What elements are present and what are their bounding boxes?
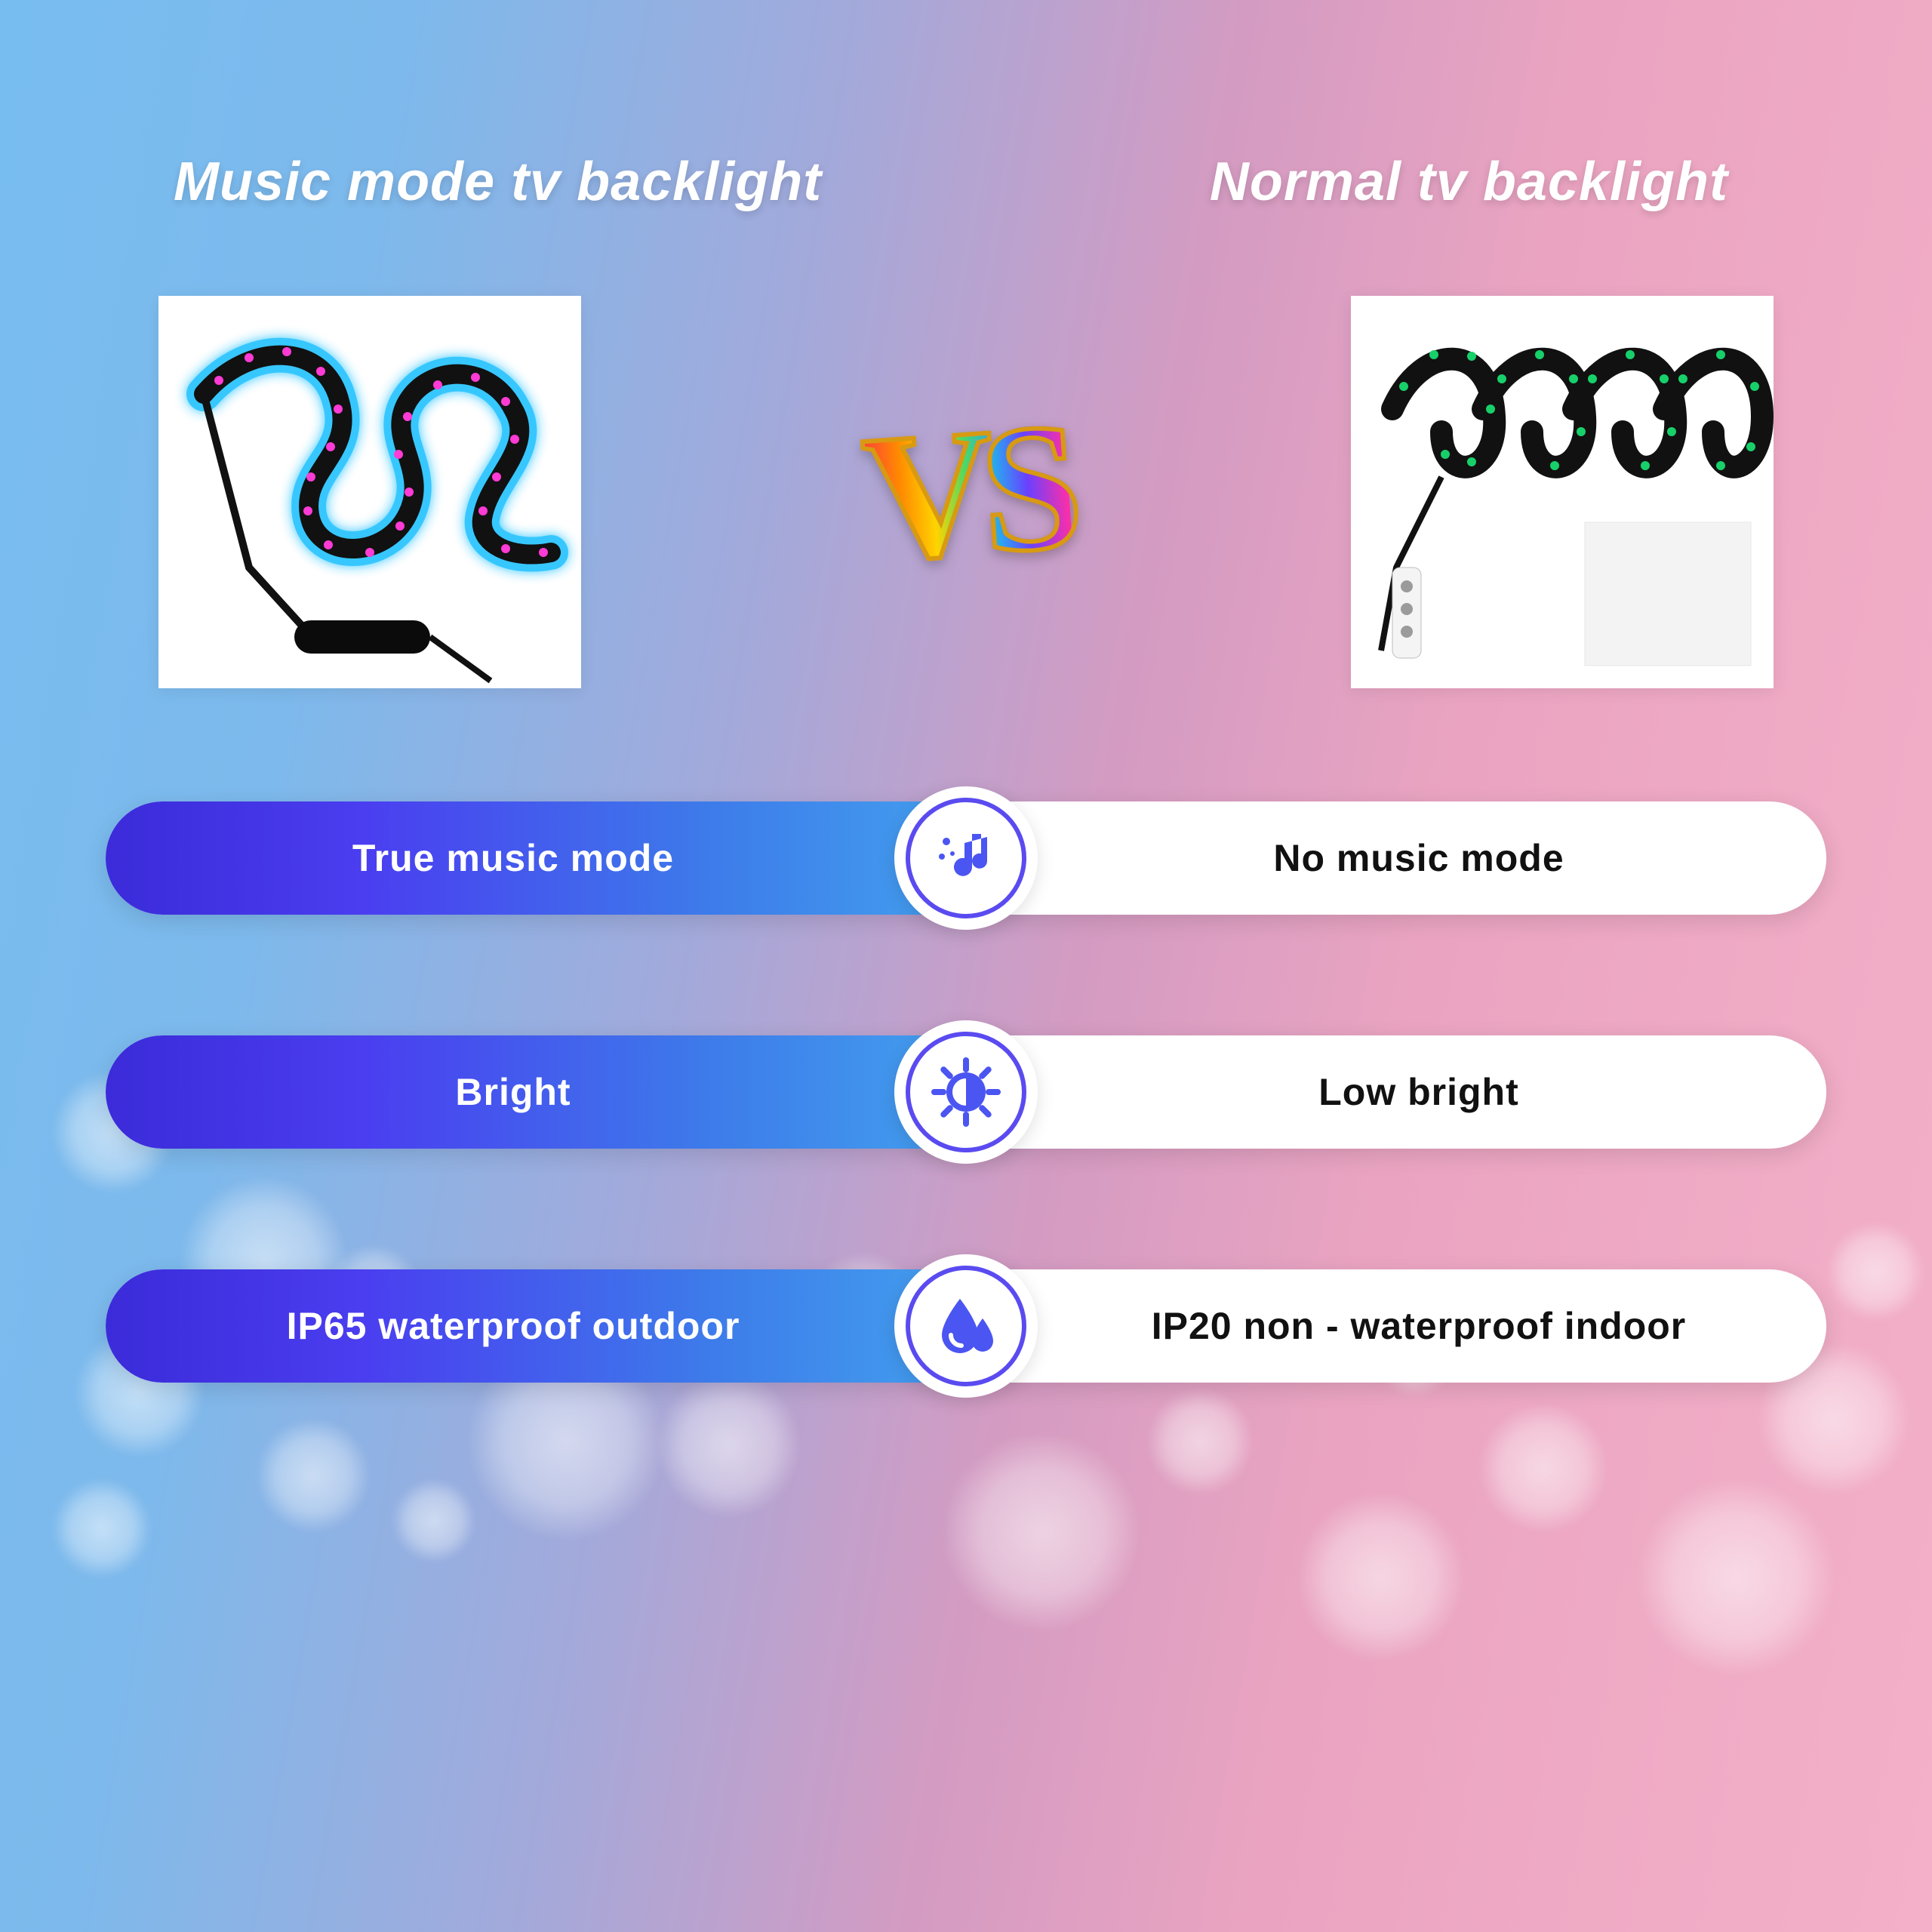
compare-left-label: IP65 waterproof outdoor: [106, 1269, 966, 1383]
led-strip-music-icon: [158, 296, 581, 688]
products-row: VS: [98, 296, 1834, 688]
compare-center-badge: [894, 1254, 1038, 1398]
compare-row: True music mode No music mode: [106, 801, 1826, 915]
compare-center-badge: [894, 786, 1038, 930]
compare-right-label: Low bright: [966, 1035, 1826, 1149]
led-strip-normal-icon: [1351, 296, 1774, 688]
infographic-container: Music mode tv backlight Normal tv backli…: [0, 0, 1932, 1932]
compare-right-label: IP20 non - waterproof indoor: [966, 1269, 1826, 1383]
compare-row: IP65 waterproof outdoor IP20 non - water…: [106, 1269, 1826, 1383]
heading-right: Normal tv backlight: [1210, 151, 1789, 213]
comparison-rows: True music mode No music mode Bright Low…: [98, 801, 1834, 1383]
compare-row: Bright Low bright: [106, 1035, 1826, 1149]
product-card-right: [1351, 296, 1774, 688]
compare-left-label: True music mode: [106, 801, 966, 915]
music-icon: [906, 798, 1026, 918]
heading-left: Music mode tv backlight: [174, 151, 822, 213]
compare-left-label: Bright: [106, 1035, 966, 1149]
compare-right-label: No music mode: [966, 801, 1826, 915]
vs-text: VS: [857, 381, 1075, 603]
compare-center-badge: [894, 1020, 1038, 1164]
vs-badge: VS: [830, 356, 1102, 628]
brightness-icon: [906, 1032, 1026, 1152]
product-card-left: [158, 296, 581, 688]
headings-row: Music mode tv backlight Normal tv backli…: [98, 151, 1834, 213]
waterdrop-icon: [906, 1266, 1026, 1386]
